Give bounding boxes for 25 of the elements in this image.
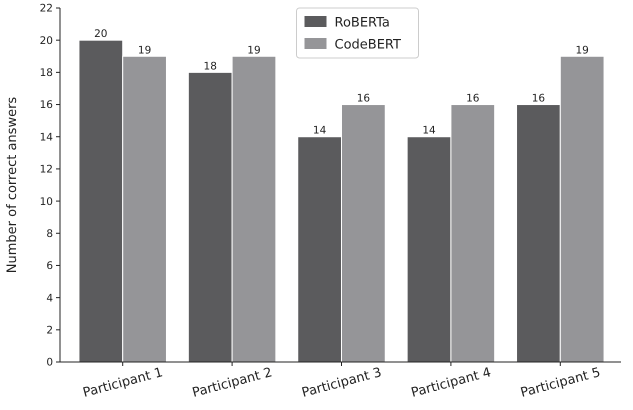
y-tick-label: 16 (40, 99, 54, 112)
y-axis-title: Number of correct answers (5, 96, 20, 274)
data-label: 19 (575, 44, 589, 56)
y-tick-label: 18 (40, 67, 53, 80)
y-tick-label: 2 (46, 324, 53, 336)
legend-label: RoBERTa (334, 16, 390, 31)
data-label: 16 (466, 92, 480, 105)
data-label: 16 (532, 92, 546, 105)
y-tick-label: 14 (40, 131, 54, 144)
data-label: 16 (356, 92, 370, 105)
data-label: 18 (204, 60, 217, 72)
y-tick-label: 4 (46, 292, 54, 304)
data-label: 14 (422, 124, 436, 137)
y-tick-label: 10 (40, 196, 53, 208)
y-tick-label: 0 (46, 356, 53, 369)
y-tick-label: 6 (46, 260, 54, 272)
y-tick-label: 22 (40, 2, 53, 15)
data-label: 19 (138, 44, 152, 56)
y-tick-label: 8 (46, 228, 53, 240)
legend-label: CodeBERT (334, 38, 401, 53)
data-label: 20 (94, 28, 108, 40)
data-label: 19 (247, 44, 261, 56)
y-tick-label: 12 (40, 164, 53, 176)
y-tick-label: 20 (40, 34, 53, 47)
data-label: 14 (312, 124, 327, 137)
